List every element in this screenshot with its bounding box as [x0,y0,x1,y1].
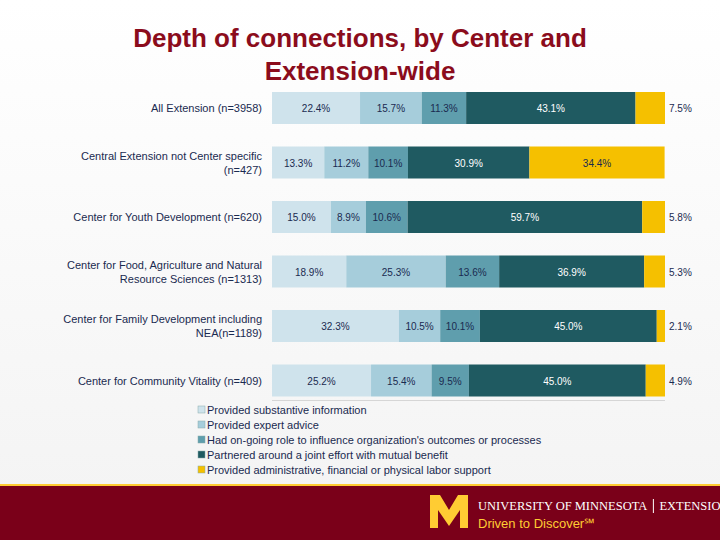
bar-segment [272,147,324,179]
footer-stripe [0,484,720,486]
bars [272,92,665,397]
bar-segment [466,92,635,124]
bar-segment [440,310,480,342]
legend: Provided substantive information Provided… [198,404,542,476]
bar-segment [644,256,665,288]
legend-label: Provided expert advice [207,419,319,431]
category-label: Center for Community Vitality (n=409) [62,374,262,388]
data-label: 59.7% [511,212,539,223]
bar-segment [422,92,466,124]
data-label: 15.7% [377,103,405,114]
data-label: 13.3% [284,158,312,169]
data-label: 11.3% [430,103,458,114]
legend-swatch [198,451,205,458]
data-label: 4.9% [669,376,692,387]
chart-title: Depth of connections, by Center and Exte… [80,22,640,88]
data-label: 36.9% [557,267,585,278]
bar-segment [324,147,368,179]
footer-divider [653,499,654,513]
bar-segment [272,92,360,124]
footer-tagline: Driven to Discover℠ [478,516,595,531]
category-label: Central Extension not Center specific (n… [62,149,262,177]
data-label: 8.9% [337,212,360,223]
category-label: Center for Family Development including … [62,312,262,340]
legend-swatch [198,421,205,428]
bar-segment [360,92,422,124]
bar-segment [499,256,644,288]
data-label: 15.0% [287,212,315,223]
bar-segment [346,256,445,288]
data-label: 10.6% [373,212,401,223]
legend-label: Had on-going role to influence organizat… [207,434,542,446]
data-label: 25.2% [307,376,335,387]
data-label: 10.1% [446,321,474,332]
data-label: 32.3% [321,321,349,332]
bar-segment [480,310,657,342]
bar-segment [272,365,371,397]
data-label: 5.3% [669,267,692,278]
legend-label: Partnered around a joint effort with mut… [207,449,448,461]
footer-band [0,484,720,540]
x-axis-line [272,400,665,401]
data-label: 15.4% [387,376,415,387]
legend-swatch [198,466,205,473]
data-label: 5.8% [669,212,692,223]
data-label: 18.9% [295,267,323,278]
data-label: 2.1% [669,321,692,332]
footer: UNIVERSITY OF MINNESOTA EXTENSION Driven t… [0,484,720,540]
data-label: 25.3% [382,267,410,278]
logo-mark [430,495,468,528]
bar-segment [636,92,665,124]
data-label: 9.5% [439,376,462,387]
legend-label: Provided substantive information [207,404,367,416]
category-label: Center for Youth Development (n=620) [62,210,262,224]
bar-segment [529,147,664,179]
bar-segment [469,365,646,397]
bar-segment [657,310,665,342]
bar-segment [366,201,408,233]
data-label: 10.1% [374,158,402,169]
bar-segment [408,147,529,179]
bar-segment [432,365,469,397]
data-label: 34.4% [583,158,611,169]
data-labels: 22.4% 15.7% 11.3% 43.1% 7.5% 13.3% 11.2% 10.1% 3… [284,103,692,387]
bar-segment [646,365,665,397]
bar-segment [272,310,399,342]
legend-label: Provided administrative, financial or ph… [207,464,491,476]
category-label: Center for Food, Agriculture and Natural… [62,258,262,286]
footer-organization: UNIVERSITY OF MINNESOTA [478,499,647,513]
legend-swatch [198,406,205,413]
data-label: 11.2% [332,158,360,169]
bar-segment [371,365,432,397]
bar-segment [408,201,643,233]
bar-segment [272,201,331,233]
legend-swatch [198,436,205,443]
data-label: 10.5% [405,321,433,332]
data-label: 30.9% [455,158,483,169]
bar-segment [272,256,346,288]
bar-segment [446,256,499,288]
data-label: 7.5% [669,103,692,114]
data-label: 22.4% [302,103,330,114]
data-label: 45.0% [543,376,571,387]
bar-segment [399,310,440,342]
data-label: 13.6% [458,267,486,278]
bar-segment [642,201,665,233]
footer-unit: EXTENSION [659,499,720,513]
category-label: All Extension (n=3958) [62,101,262,115]
bar-segment [368,147,408,179]
data-label: 45.0% [554,321,582,332]
bar-segment [331,201,366,233]
data-label: 43.1% [537,103,565,114]
